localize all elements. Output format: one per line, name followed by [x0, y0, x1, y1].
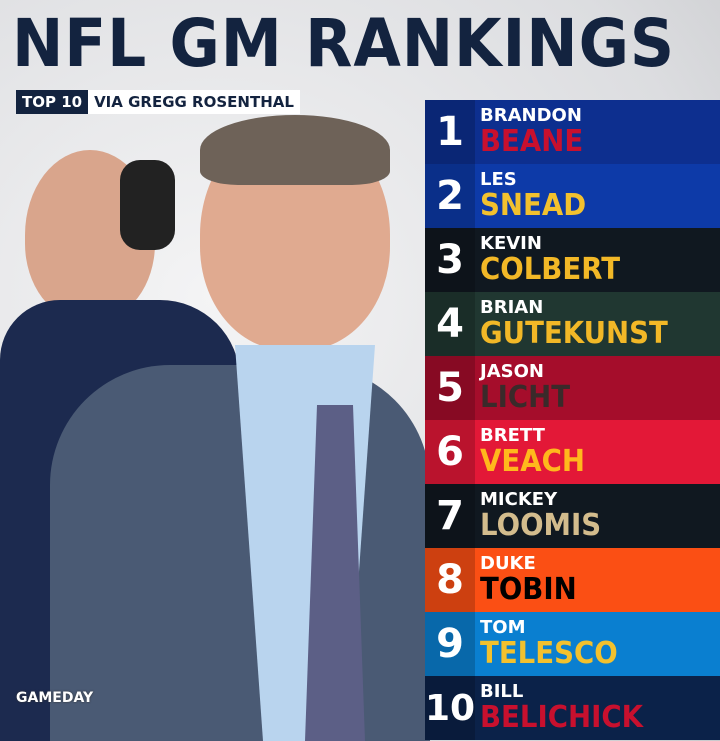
gm-name: BILL BELICHICK [475, 676, 657, 740]
gm-name: JASON LICHT [475, 356, 578, 420]
ranking-row: 3 KEVIN COLBERT [425, 228, 720, 292]
page-title: NFL GM RANKINGS [12, 5, 676, 82]
last-name: LICHT [480, 380, 571, 415]
first-name: KEVIN [480, 233, 542, 254]
rank-number: 4 [425, 292, 475, 356]
last-name: COLBERT [480, 252, 621, 287]
rank-number: 10 [425, 676, 475, 740]
first-name: BRETT [480, 425, 545, 446]
ranking-row: 5 JASON LICHT [425, 356, 720, 420]
first-name: BILL [480, 681, 524, 702]
subtitle-bar: TOP 10 VIA GREGG ROSENTHAL [16, 90, 300, 114]
ranking-row: 6 BRETT VEACH [425, 420, 720, 484]
gm-name: KEVIN COLBERT [475, 228, 632, 292]
gameday-logo: GAMEDAY [16, 690, 94, 706]
rank-number: 1 [425, 100, 475, 164]
first-name: MICKEY [480, 489, 558, 510]
gm-name: LES SNEAD [475, 164, 595, 228]
ranking-row: 9 TOM TELESCO [425, 612, 720, 676]
rank-number: 3 [425, 228, 475, 292]
last-name: SNEAD [480, 188, 587, 223]
rank-number: 6 [425, 420, 475, 484]
gm-name: BRETT VEACH [475, 420, 594, 484]
gm-name: BRIAN GUTEKUNST [475, 292, 684, 356]
last-name: TELESCO [480, 636, 618, 671]
ranking-row: 2 LES SNEAD [425, 164, 720, 228]
gm-name: DUKE TOBIN [475, 548, 585, 612]
first-name: DUKE [480, 553, 536, 574]
gm-photo [50, 115, 430, 741]
gm-name: TOM TELESCO [475, 612, 630, 676]
last-name: GUTEKUNST [480, 316, 668, 351]
gm-name: BRANDON BEANE [475, 100, 592, 164]
subtitle-source: VIA GREGG ROSENTHAL [88, 90, 300, 114]
rank-number: 7 [425, 484, 475, 548]
ranking-row: 7 MICKEY LOOMIS [425, 484, 720, 548]
last-name: BELICHICK [480, 700, 644, 735]
rank-number: 5 [425, 356, 475, 420]
rank-number: 2 [425, 164, 475, 228]
ranking-row: 8 DUKE TOBIN [425, 548, 720, 612]
first-name: LES [480, 169, 517, 190]
ranking-row: 4 BRIAN GUTEKUNST [425, 292, 720, 356]
gm-name: MICKEY LOOMIS [475, 484, 612, 548]
first-name: BRIAN [480, 297, 544, 318]
rankings-list: 1 BRANDON BEANE 2 LES SNEAD 3 KEVIN COLBER… [425, 100, 720, 740]
first-name: BRANDON [480, 105, 582, 126]
last-name: BEANE [480, 124, 584, 159]
last-name: TOBIN [480, 572, 577, 607]
rank-number: 8 [425, 548, 475, 612]
first-name: JASON [480, 361, 544, 382]
last-name: LOOMIS [480, 508, 602, 543]
subtitle-tag: TOP 10 [16, 90, 89, 114]
first-name: TOM [480, 617, 526, 638]
rank-number: 9 [425, 612, 475, 676]
last-name: VEACH [480, 444, 585, 479]
ranking-row: 1 BRANDON BEANE [425, 100, 720, 164]
ranking-row: 10 BILL BELICHICK [425, 676, 720, 740]
